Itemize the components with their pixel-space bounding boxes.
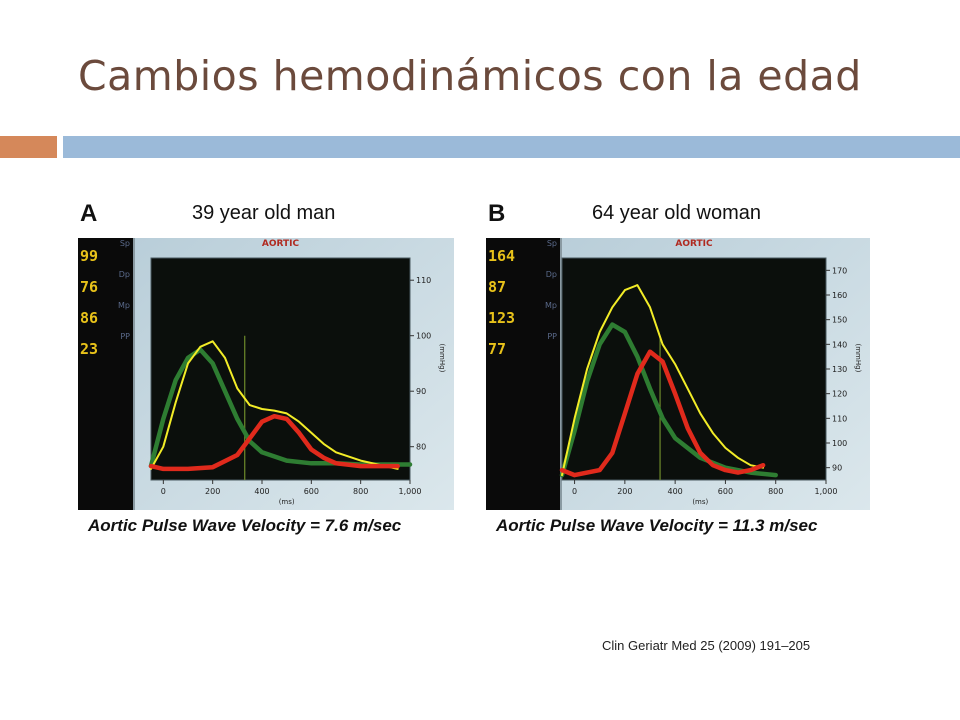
x-tick-label: 400	[668, 487, 683, 496]
readout-value: 77	[488, 340, 506, 358]
plot-area	[561, 257, 827, 481]
x-tick-label: 1,000	[399, 487, 422, 496]
y-tick-label: 80	[416, 443, 426, 452]
y-tick-label: 100	[832, 439, 847, 448]
series-line	[148, 347, 413, 469]
readout-value: 87	[488, 278, 506, 296]
y-axis-label: (mmHg)	[854, 343, 862, 372]
readout-label: PP	[547, 332, 557, 341]
x-tick-label: 0	[161, 487, 166, 496]
x-tick-label: 800	[353, 487, 368, 496]
panel-letter: B	[488, 200, 506, 227]
panel-letter: A	[80, 200, 98, 227]
readout-panel	[486, 238, 560, 510]
readout-divider	[133, 238, 135, 510]
chart-title: 39 year old man	[192, 202, 336, 224]
series-line	[150, 340, 399, 470]
readout-value: 99	[80, 247, 98, 265]
y-tick-label: 160	[832, 291, 847, 300]
y-axis-label: (mmHg)	[438, 343, 446, 372]
readout-value: 23	[80, 340, 98, 358]
y-tick-label: 170	[832, 266, 847, 275]
series-line	[559, 349, 766, 478]
velocity-caption: Aortic Pulse Wave Velocity = 11.3 m/sec	[496, 516, 818, 535]
accent-bar-blue	[63, 136, 960, 158]
x-tick-label: 800	[768, 487, 783, 496]
citation: Clin Geriatr Med 25 (2009) 191–205	[602, 638, 811, 653]
x-axis-label: (ms)	[692, 498, 708, 506]
readout-label: Dp	[119, 270, 130, 279]
readout-value: 164	[488, 247, 515, 265]
readout-value: 86	[80, 309, 98, 327]
chart-title: 64 year old woman	[592, 202, 761, 224]
y-tick-label: 90	[416, 387, 426, 396]
y-tick-label: 110	[832, 414, 847, 423]
y-tick-label: 90	[832, 464, 842, 473]
x-tick-label: 400	[254, 487, 269, 496]
series-line	[561, 284, 765, 477]
readout-divider	[560, 238, 562, 510]
readout-value: 123	[488, 309, 515, 327]
readout-label: Dp	[546, 270, 557, 279]
x-tick-label: 600	[304, 487, 319, 496]
velocity-caption: Aortic Pulse Wave Velocity = 7.6 m/sec	[88, 516, 402, 535]
plot-area	[150, 257, 411, 481]
readout-label: Mp	[118, 301, 130, 310]
readout-panel	[78, 238, 133, 510]
readout-label: Mp	[545, 301, 557, 310]
readout-value: 76	[80, 278, 98, 296]
chart-svg: AORTIC Sp 99 Dp 76 Mp 86 PP 23 0 200 400 600 800 1,000…	[78, 238, 454, 510]
y-tick-label: 150	[832, 316, 847, 325]
y-tick-label: 140	[832, 340, 847, 349]
chart-svg: AORTIC Sp 164 Dp 87 Mp 123 PP 77 0 200 400 600 800 1,0…	[486, 238, 870, 510]
chart-subtitle: AORTIC	[262, 239, 300, 249]
y-tick-label: 120	[832, 390, 847, 399]
y-tick-label: 130	[832, 365, 847, 374]
x-tick-label: 200	[617, 487, 632, 496]
x-tick-label: 600	[718, 487, 733, 496]
accent-bar-orange	[0, 136, 57, 158]
readout-label: Sp	[120, 239, 130, 248]
x-tick-label: 200	[205, 487, 220, 496]
x-tick-label: 1,000	[815, 487, 838, 496]
chart-panel-b: B 64 year old woman AORTIC Sp 164 Dp 87 Mp 123…	[486, 196, 870, 548]
chart-subtitle: AORTIC	[675, 239, 713, 249]
readout-label: PP	[120, 332, 130, 341]
chart-panel-a: A 39 year old man AORTIC Sp 99 Dp 76 Mp 86 PP 23…	[78, 196, 456, 548]
readout-label: Sp	[547, 239, 557, 248]
y-tick-label: 110	[416, 276, 431, 285]
slide-title: Cambios hemodinámicos con la edad	[78, 52, 862, 100]
x-axis-label: (ms)	[279, 498, 295, 506]
series-line	[148, 413, 400, 472]
x-tick-label: 0	[572, 487, 577, 496]
y-tick-label: 100	[416, 332, 431, 341]
